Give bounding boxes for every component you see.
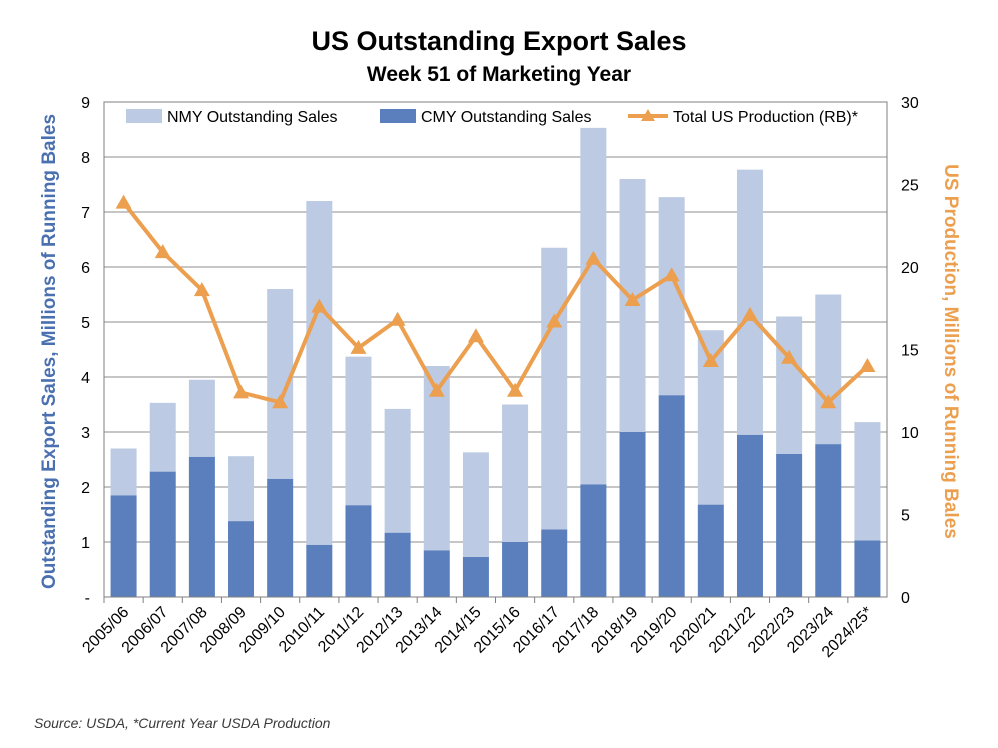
bar-cmy [462,556,489,597]
gridlines [104,101,887,543]
y-left-tick-label: 3 [81,425,90,442]
bar-nmy [541,247,568,530]
bar-nmy [736,169,763,435]
bar-cmy [228,521,255,597]
bar-nmy [149,402,176,472]
legend-label-cmy: CMY Outstanding Sales [421,109,591,126]
production-marker [781,349,798,364]
production-marker [663,267,680,282]
bar-cmy [658,395,685,597]
legend-label-nmy: NMY Outstanding Sales [167,109,337,126]
chart-title: US Outstanding Export Sales [311,26,687,56]
y-right-tick-label: 30 [901,95,919,112]
production-marker [467,328,484,343]
production-marker [859,358,876,372]
plot-frame [103,101,888,598]
production-marker [507,382,524,397]
legend-swatch-nmy [126,109,162,123]
y-left-axis-title: Outstanding Export Sales, Millions of Ru… [39,114,60,589]
bar-nmy [110,448,137,496]
production-line [122,201,869,405]
y-left-tick-label: 9 [81,95,90,112]
source-note: Source: USDA, *Current Year USDA Product… [34,715,331,731]
bar-nmy [228,456,255,522]
y-right-tick-label: 0 [901,590,910,607]
y-left-tick-label: 6 [81,260,90,277]
production-line-series [115,194,876,409]
y-left-tick-label: 2 [81,480,90,497]
bar-nmy [815,294,842,445]
bar-nmy [188,379,215,457]
production-marker [311,298,328,313]
y-left-tick-label: 4 [81,370,90,387]
bar-nmy [580,127,607,485]
y-right-tick-label: 10 [901,425,919,442]
legend-swatch-production-marker [641,109,655,121]
bar-nmy [306,201,333,545]
bar-cmy [423,550,450,597]
legend: NMY Outstanding Sales CMY Outstanding Sal… [126,109,858,126]
bar-cmy [697,504,724,597]
bar-cmy [736,434,763,597]
production-marker [350,339,367,354]
bar-nmy [502,404,529,542]
bar-nmy [462,452,489,557]
y-left-tick-label: - [85,590,90,607]
y-left-tick-label: 1 [81,535,90,552]
bar-cmy [149,471,176,597]
production-marker [233,384,250,399]
y-right-tick-label: 5 [901,508,910,525]
production-marker [389,311,406,326]
production-marker [741,306,758,321]
bar-cmy [384,532,411,597]
production-marker [702,353,719,368]
bar-cmy [619,432,646,597]
y-right-tick-label: 20 [901,260,919,277]
bar-nmy [854,422,881,541]
bar-nmy [345,356,372,506]
y-right-tick-label: 15 [901,343,919,360]
y-left-tick-label: 7 [81,205,90,222]
bar-cmy [267,478,294,597]
y-right-tick-label: 25 [901,178,919,195]
bar-cmy [854,540,881,597]
bar-nmy [384,408,411,533]
bar-cmy [502,542,529,597]
production-marker [624,292,641,306]
bar-nmy [776,316,803,454]
bar-cmy [541,529,568,597]
production-marker [154,244,171,259]
bar-cmy [580,484,607,597]
production-marker [193,282,210,297]
y-left-tick-label: 8 [81,150,90,167]
production-marker [115,194,132,209]
legend-swatch-cmy [380,109,416,123]
bar-cmy [815,444,842,597]
legend-label-production: Total US Production (RB)* [673,109,858,126]
production-marker [546,313,563,328]
bar-cmy [306,544,333,597]
production-marker [428,382,445,397]
production-marker [585,250,602,265]
bar-cmy [110,495,137,597]
y-left-tick-label: 5 [81,315,90,332]
bar-cmy [188,456,215,597]
production-marker [272,394,289,409]
bar-cmy [776,454,803,597]
y-right-axis-title: US Production, Millions of Running Bales [940,164,961,539]
chart-subtitle: Week 51 of Marketing Year [366,63,632,86]
production-marker [820,394,837,409]
bar-cmy [345,505,372,597]
